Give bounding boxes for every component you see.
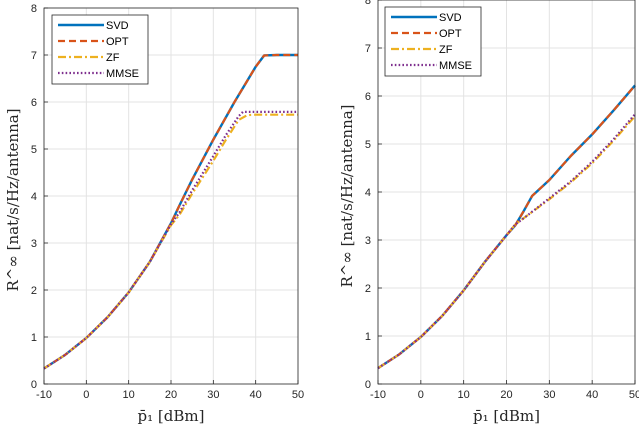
legend: SVD OPT ZF MMSE [51, 14, 149, 85]
y-tick-label: 5 [365, 139, 371, 151]
y-tick-label: 3 [365, 235, 371, 247]
legend-label-zf: ZF [106, 52, 120, 64]
x-tick-label: 20 [165, 389, 177, 401]
y-tick-label: 3 [31, 238, 37, 250]
y-tick-label: 4 [365, 187, 371, 199]
x-tick-label: -10 [370, 389, 386, 401]
legend-label-opt: OPT [439, 28, 462, 40]
x-tick-label: 20 [500, 389, 512, 401]
x-tick-label: 10 [123, 389, 135, 401]
legend-label-opt: OPT [106, 36, 129, 48]
legend-label-mmse: MMSE [439, 60, 472, 72]
x-axis-label: p̄₁ [dBm] [138, 407, 205, 425]
legend-label-mmse: MMSE [106, 68, 139, 80]
legend: SVD OPT ZF MMSE [384, 6, 482, 77]
x-tick-label: 30 [207, 389, 219, 401]
legend-label-svd: SVD [106, 20, 129, 32]
series-line-opt [43, 53, 298, 370]
x-tick-label: 30 [543, 389, 555, 401]
x-tick-label: 40 [250, 389, 262, 401]
y-tick-label: 0 [31, 379, 37, 391]
y-tick-label: 2 [365, 283, 371, 295]
legend-label-svd: SVD [439, 12, 462, 24]
x-tick-label: 50 [292, 389, 304, 401]
x-tick-label: 50 [629, 389, 639, 401]
x-tick-label: 0 [83, 389, 89, 401]
y-axis-label: R^∞ [nat/s/Hz/antenna] [338, 104, 356, 287]
y-tick-label: 7 [31, 50, 37, 62]
y-tick-label: 6 [365, 91, 371, 103]
x-tick-label: 10 [458, 389, 470, 401]
y-tick-label: 7 [365, 43, 371, 55]
x-tick-label: -10 [36, 389, 52, 401]
series-line-zf [43, 113, 298, 370]
x-tick-label: 0 [418, 389, 424, 401]
legend-label-zf: ZF [439, 44, 453, 56]
x-tick-label: 40 [586, 389, 598, 401]
y-axis-label: R^∞ [nat/s/Hz/antenna] [4, 108, 22, 291]
y-tick-label: 8 [31, 3, 37, 15]
y-tick-label: 6 [31, 97, 37, 109]
series-group [43, 53, 298, 370]
y-tick-label: 1 [31, 332, 37, 344]
series-line-mmse [43, 110, 298, 370]
y-tick-label: 8 [365, 0, 371, 7]
x-axis-label: p̄₁ [dBm] [473, 407, 540, 425]
y-tick-label: 0 [365, 379, 371, 391]
y-tick-label: 4 [31, 191, 37, 203]
series-group [377, 84, 636, 370]
grid-lines [43, 7, 299, 385]
series-line-mmse [377, 113, 636, 370]
y-tick-label: 5 [31, 144, 37, 156]
y-tick-label: 2 [31, 285, 37, 297]
y-tick-label: 1 [365, 331, 371, 343]
